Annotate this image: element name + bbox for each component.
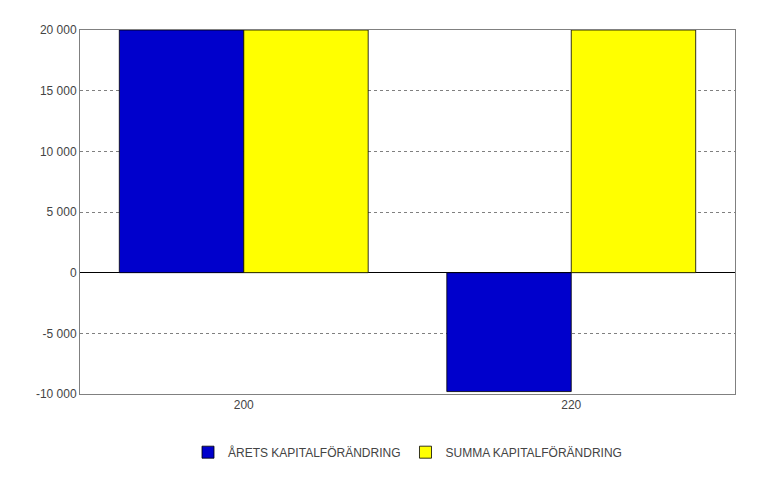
- svg-text:220: 220: [561, 398, 581, 412]
- svg-text:15 000: 15 000: [40, 84, 77, 98]
- svg-text:0: 0: [70, 266, 77, 280]
- svg-text:-5 000: -5 000: [43, 327, 77, 341]
- svg-text:ÅRETS KAPITALFÖRÄNDRING: ÅRETS KAPITALFÖRÄNDRING: [228, 445, 400, 460]
- svg-text:-10 000: -10 000: [36, 387, 77, 401]
- svg-text:200: 200: [234, 398, 254, 412]
- svg-text:SUMMA KAPITALFÖRÄNDRING: SUMMA KAPITALFÖRÄNDRING: [445, 446, 621, 460]
- svg-text:20 000: 20 000: [40, 23, 77, 37]
- svg-text:5 000: 5 000: [47, 205, 77, 219]
- svg-text:10 000: 10 000: [40, 145, 77, 159]
